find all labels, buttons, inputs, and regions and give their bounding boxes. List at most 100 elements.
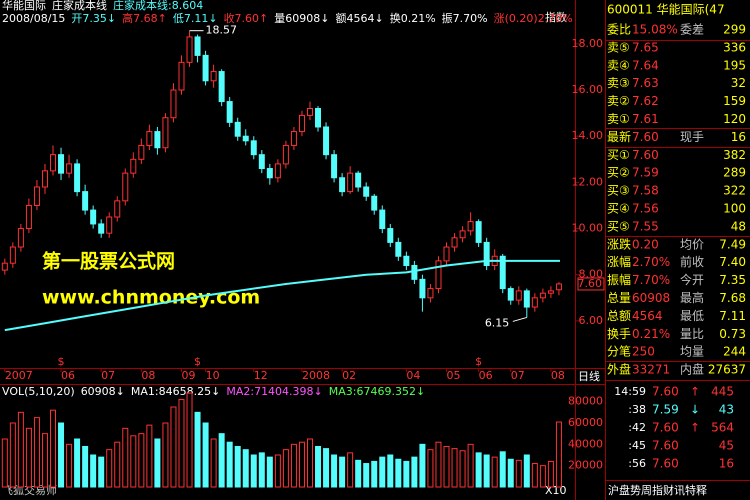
volume-bar bbox=[74, 438, 81, 488]
quote-label: 卖③ bbox=[607, 76, 630, 90]
volume-bar bbox=[274, 454, 281, 488]
tick-volume: 16 bbox=[719, 457, 734, 471]
quote-value: 32 bbox=[731, 76, 746, 90]
candle-body bbox=[531, 297, 538, 308]
candle-body bbox=[419, 278, 426, 299]
volume-tick-label: 80000 bbox=[568, 395, 603, 408]
quote-value: 60908 bbox=[632, 291, 670, 305]
quote-label: 卖② bbox=[607, 94, 630, 108]
candle-body bbox=[539, 292, 546, 299]
header-text: VOL(5,10,20) bbox=[2, 385, 75, 398]
candle-body bbox=[218, 71, 225, 103]
quote-value: 159 bbox=[723, 94, 746, 108]
quote-label: 均价 bbox=[680, 237, 704, 251]
signal: $ bbox=[475, 355, 482, 368]
candle-body bbox=[306, 107, 313, 116]
candle-body bbox=[547, 290, 554, 294]
candle-body bbox=[66, 163, 73, 174]
candle-body bbox=[194, 36, 201, 56]
candle-body bbox=[371, 195, 378, 211]
candle-body bbox=[507, 288, 514, 301]
quote-label: 振幅 bbox=[607, 272, 631, 287]
y-tick-label: 18.00 bbox=[572, 37, 604, 50]
period-label[interactable]: 日线 bbox=[578, 369, 600, 383]
volume-bar bbox=[459, 450, 466, 488]
quote-label: 今开 bbox=[680, 272, 704, 287]
volume-tick-label: 20000 bbox=[568, 459, 603, 472]
quote-value: 322 bbox=[723, 184, 746, 198]
x-tick-label: 05 bbox=[447, 369, 461, 382]
candle-body bbox=[162, 117, 169, 149]
volume-bar bbox=[531, 463, 538, 488]
volume-bar bbox=[186, 392, 193, 488]
quote-value: 0.73 bbox=[719, 327, 746, 341]
volume-bar bbox=[323, 448, 330, 488]
quote-value: 299 bbox=[723, 23, 746, 37]
candle-body bbox=[459, 230, 466, 239]
x-tick-label: 02 bbox=[342, 369, 356, 382]
candle-body bbox=[403, 255, 410, 266]
volume-bar bbox=[547, 460, 554, 488]
candle-body bbox=[347, 172, 354, 193]
header-text: 涨(0.20)2.70% bbox=[494, 12, 573, 25]
volume-bar bbox=[339, 456, 346, 488]
tick-price: 7.60 bbox=[652, 421, 679, 435]
x-tick-label: 07 bbox=[511, 369, 525, 382]
y-tick-label: 14.00 bbox=[572, 129, 604, 142]
volume-bar bbox=[395, 458, 402, 488]
signal: $ bbox=[58, 355, 65, 368]
volume-bar bbox=[122, 427, 129, 488]
volume-bar bbox=[491, 456, 498, 488]
index-button[interactable]: 指数 bbox=[545, 10, 567, 24]
quote-value: 336 bbox=[723, 40, 746, 54]
header-text: 开7.35↓ bbox=[71, 12, 116, 25]
candle-body bbox=[202, 54, 209, 82]
candle-body bbox=[395, 241, 402, 257]
quote-label: 买① bbox=[607, 148, 630, 162]
candle-body bbox=[355, 172, 362, 188]
quote-label: 前收 bbox=[680, 254, 704, 269]
volume-bar bbox=[499, 451, 506, 488]
quote-label: 委差 bbox=[680, 23, 704, 37]
x-tick-label: 08 bbox=[551, 369, 565, 382]
volume-bar bbox=[403, 460, 410, 488]
quote-title: 600011 华能国际(47 bbox=[607, 3, 725, 17]
candle-body bbox=[435, 260, 442, 290]
tick-arrow: ↓ bbox=[690, 403, 700, 417]
candle-body bbox=[274, 163, 281, 179]
quote-value: 120 bbox=[723, 112, 746, 126]
x-tick-label: 10 bbox=[206, 369, 220, 382]
header-text: MA3:67469.352↓ bbox=[329, 385, 425, 398]
quote-value: 0.21% bbox=[632, 327, 670, 341]
header-text: 2008/08/15 bbox=[2, 12, 65, 25]
footer-tabs[interactable]: 沪盘势周指财讯特释 bbox=[608, 483, 707, 497]
candle-body bbox=[363, 186, 370, 197]
header-text: 收7.60↑ bbox=[224, 11, 269, 25]
candle-body bbox=[186, 36, 193, 63]
candle-body bbox=[33, 186, 40, 206]
tick-volume: 43 bbox=[719, 403, 734, 417]
quote-value: 15.08% bbox=[632, 23, 678, 37]
volume-bar bbox=[363, 463, 370, 488]
quote-value: 27637 bbox=[708, 363, 746, 377]
candle-body bbox=[114, 200, 121, 218]
candle-body bbox=[242, 135, 249, 142]
volume-bar bbox=[114, 441, 121, 488]
tick-time: :42 bbox=[628, 421, 646, 434]
quote-value: 33271 bbox=[632, 363, 670, 377]
volume-bar bbox=[170, 406, 177, 488]
quote-value: 7.61 bbox=[632, 112, 659, 126]
volume-bar bbox=[90, 454, 97, 488]
quote-value: 382 bbox=[723, 148, 746, 162]
volume-bar bbox=[298, 441, 305, 488]
quote-value: 7.62 bbox=[632, 94, 659, 108]
candle-body bbox=[74, 163, 81, 193]
quote-label: 卖⑤ bbox=[607, 40, 630, 54]
low-label: 6.15 bbox=[485, 316, 510, 329]
candle-body bbox=[130, 158, 137, 174]
candle-body bbox=[1, 262, 8, 271]
candle-body bbox=[41, 170, 48, 188]
header-text: 60908↓ bbox=[81, 385, 125, 398]
candle-body bbox=[427, 288, 434, 299]
candle-body bbox=[315, 107, 322, 128]
